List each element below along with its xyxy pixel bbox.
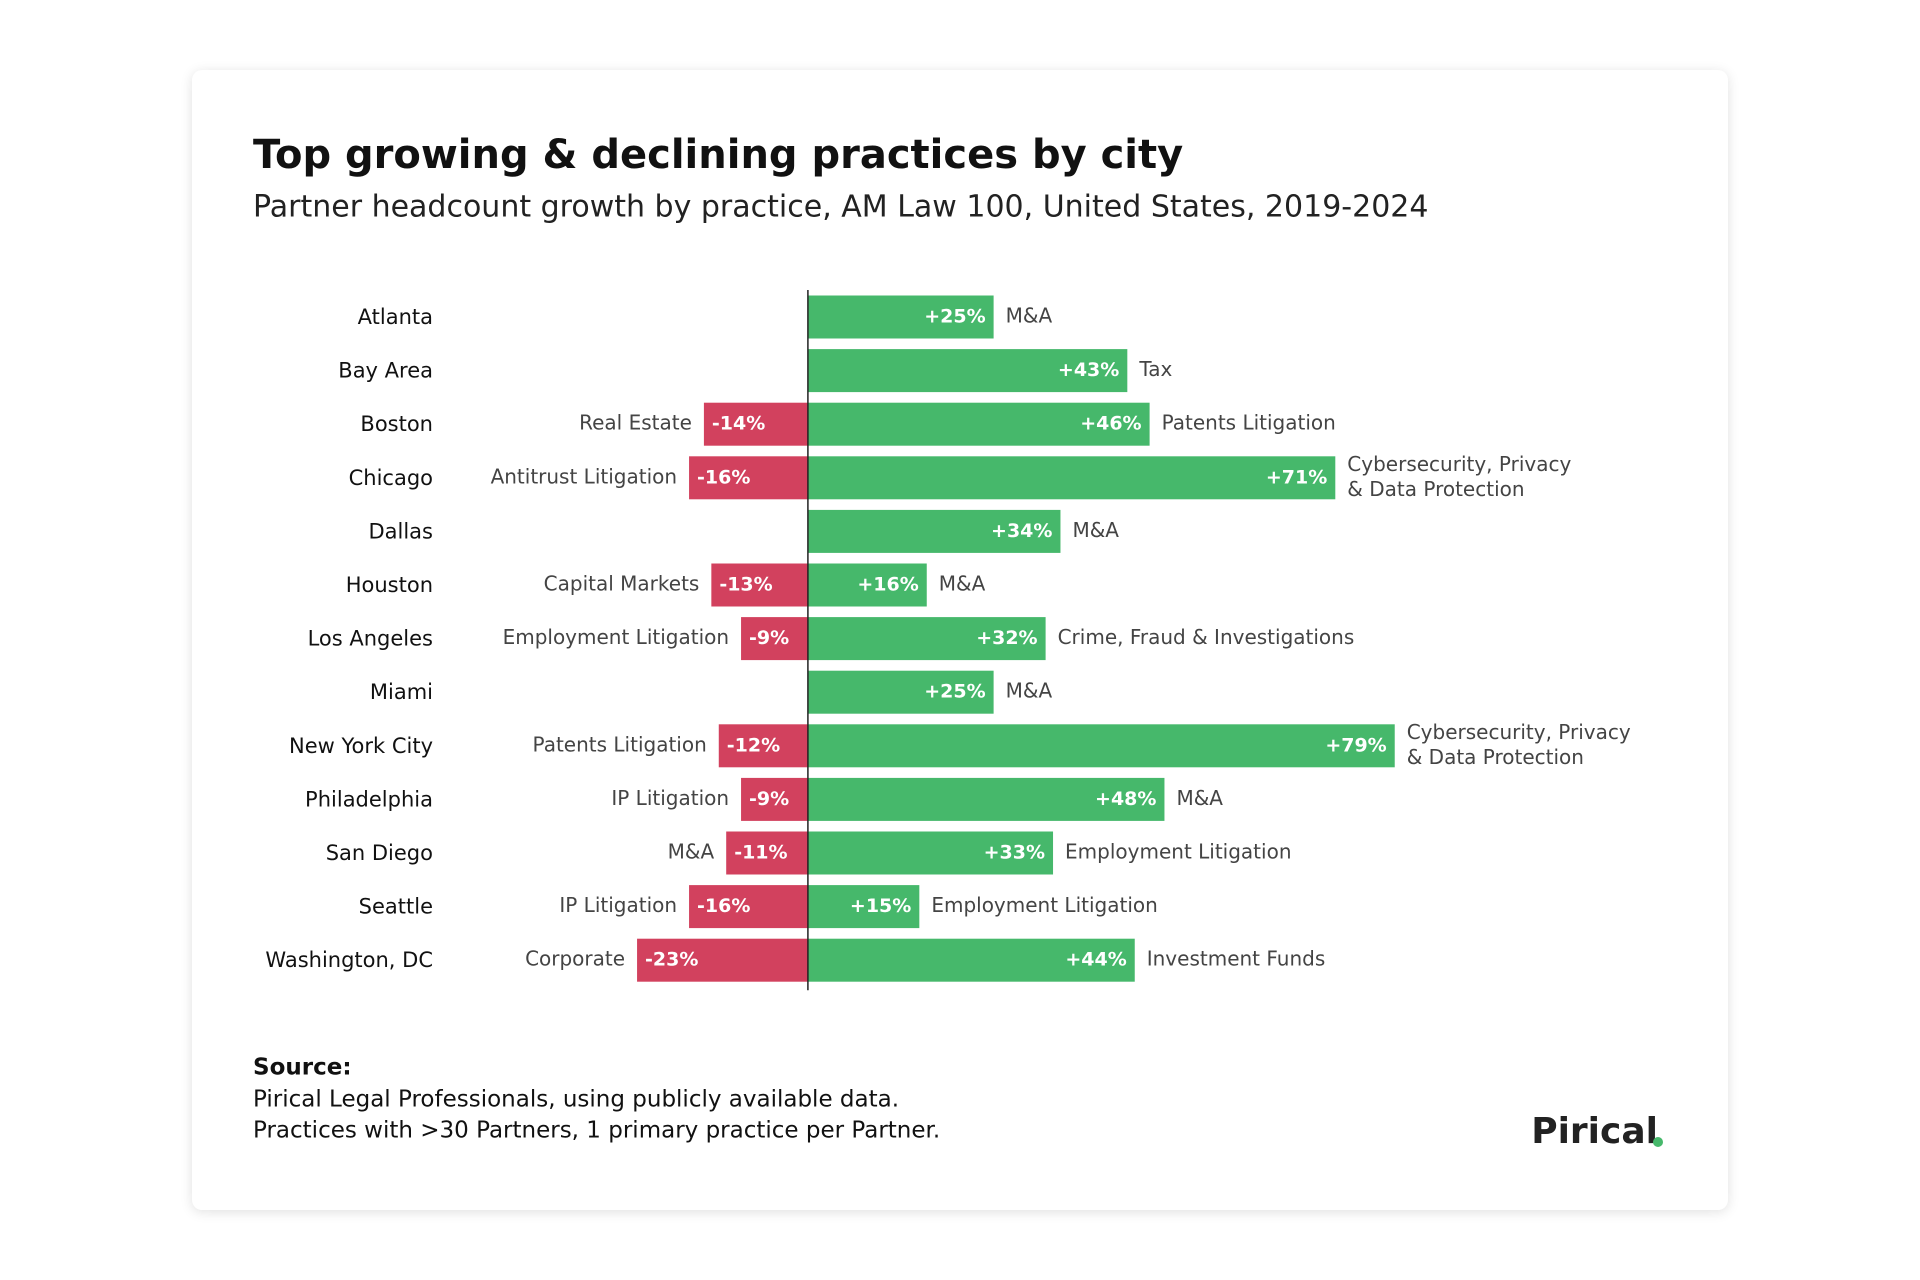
practice-label: M&A — [1006, 679, 1053, 703]
practice-label: Tax — [1138, 357, 1172, 381]
practice-label: Antitrust Litigation — [491, 464, 677, 488]
y-tick-label: New York City — [289, 734, 433, 758]
practice-label: Cybersecurity, Privacy — [1407, 720, 1631, 744]
value-label: -23% — [645, 949, 698, 971]
practice-label: Patents Litigation — [1162, 411, 1336, 435]
value-label: -11% — [734, 842, 787, 864]
bar — [807, 349, 1128, 393]
bar — [807, 295, 994, 339]
value-label: -9% — [749, 788, 789, 810]
bar — [807, 938, 1135, 982]
chart-subtitle: Partner headcount growth by practice, AM… — [253, 190, 1428, 225]
y-tick-label: Boston — [360, 412, 433, 436]
bar — [807, 456, 1336, 500]
practice-label: & Data Protection — [1347, 477, 1524, 501]
source-line: Practices with >30 Partners, 1 primary p… — [253, 1118, 940, 1144]
value-label: -9% — [749, 627, 789, 649]
value-label: +43% — [1058, 359, 1119, 381]
value-label: -16% — [697, 895, 750, 917]
practice-label: Patents Litigation — [533, 732, 707, 756]
value-label: +32% — [976, 627, 1037, 649]
practice-label: Corporate — [525, 947, 625, 971]
practice-label: M&A — [1072, 518, 1119, 542]
bar — [807, 724, 1395, 768]
value-label: +33% — [984, 842, 1045, 864]
y-tick-label: Philadelphia — [305, 787, 433, 811]
practice-label: Employment Litigation — [931, 893, 1157, 917]
practice-label: IP Litigation — [559, 893, 677, 917]
y-tick-label: Los Angeles — [308, 627, 433, 651]
bar — [711, 563, 808, 607]
value-label: +34% — [991, 520, 1052, 542]
y-tick-label: San Diego — [326, 841, 433, 865]
y-tick-label: Miami — [370, 680, 433, 704]
chart-title: Top growing & declining practices by cit… — [253, 132, 1183, 178]
bar — [807, 670, 994, 714]
y-tick-label: Chicago — [349, 466, 433, 490]
practice-label: M&A — [668, 840, 715, 864]
value-label: -14% — [712, 413, 765, 435]
bar — [807, 885, 920, 929]
value-label: +46% — [1080, 413, 1141, 435]
practice-label: Real Estate — [579, 411, 692, 435]
value-label: +25% — [924, 306, 985, 328]
value-label: -12% — [727, 734, 780, 756]
bar — [741, 617, 808, 661]
value-label: -13% — [719, 574, 772, 596]
practice-label: Cybersecurity, Privacy — [1347, 452, 1571, 476]
practice-label: IP Litigation — [611, 786, 729, 810]
logo-dot — [1653, 1137, 1663, 1147]
bar — [807, 831, 1054, 875]
bar — [807, 563, 927, 607]
bar — [726, 831, 808, 875]
practice-label: M&A — [939, 572, 986, 596]
y-tick-label: Washington, DC — [265, 948, 433, 972]
bar — [741, 777, 808, 821]
value-label: -16% — [697, 466, 750, 488]
practice-label: Crime, Fraud & Investigations — [1058, 625, 1355, 649]
logo: Pirical — [1531, 1111, 1658, 1152]
source-heading: Source: — [253, 1055, 352, 1081]
value-label: +71% — [1266, 466, 1327, 488]
y-tick-label: Dallas — [368, 519, 433, 543]
source-line: Pirical Legal Professionals, using publi… — [253, 1087, 899, 1113]
value-label: +44% — [1065, 949, 1126, 971]
practice-label: M&A — [1006, 304, 1053, 328]
practice-label: Employment Litigation — [503, 625, 729, 649]
bar — [703, 402, 808, 446]
bar — [637, 938, 808, 982]
value-label: +15% — [850, 895, 911, 917]
value-label: +16% — [857, 574, 918, 596]
practice-label: Capital Markets — [544, 572, 700, 596]
bar — [807, 509, 1061, 553]
practice-label: & Data Protection — [1407, 745, 1584, 769]
value-label: +48% — [1095, 788, 1156, 810]
practice-label: Investment Funds — [1147, 947, 1326, 971]
practice-label: M&A — [1176, 786, 1223, 810]
bar — [807, 402, 1150, 446]
bar — [689, 885, 808, 929]
y-tick-label: Bay Area — [338, 359, 433, 383]
y-tick-label: Seattle — [359, 895, 433, 919]
bar — [807, 777, 1165, 821]
value-label: +25% — [924, 681, 985, 703]
bar — [718, 724, 808, 768]
bar — [807, 617, 1046, 661]
practice-label: Employment Litigation — [1065, 840, 1291, 864]
y-tick-label: Houston — [346, 573, 433, 597]
y-tick-label: Atlanta — [358, 305, 433, 329]
bar — [689, 456, 808, 500]
value-label: +79% — [1325, 734, 1386, 756]
